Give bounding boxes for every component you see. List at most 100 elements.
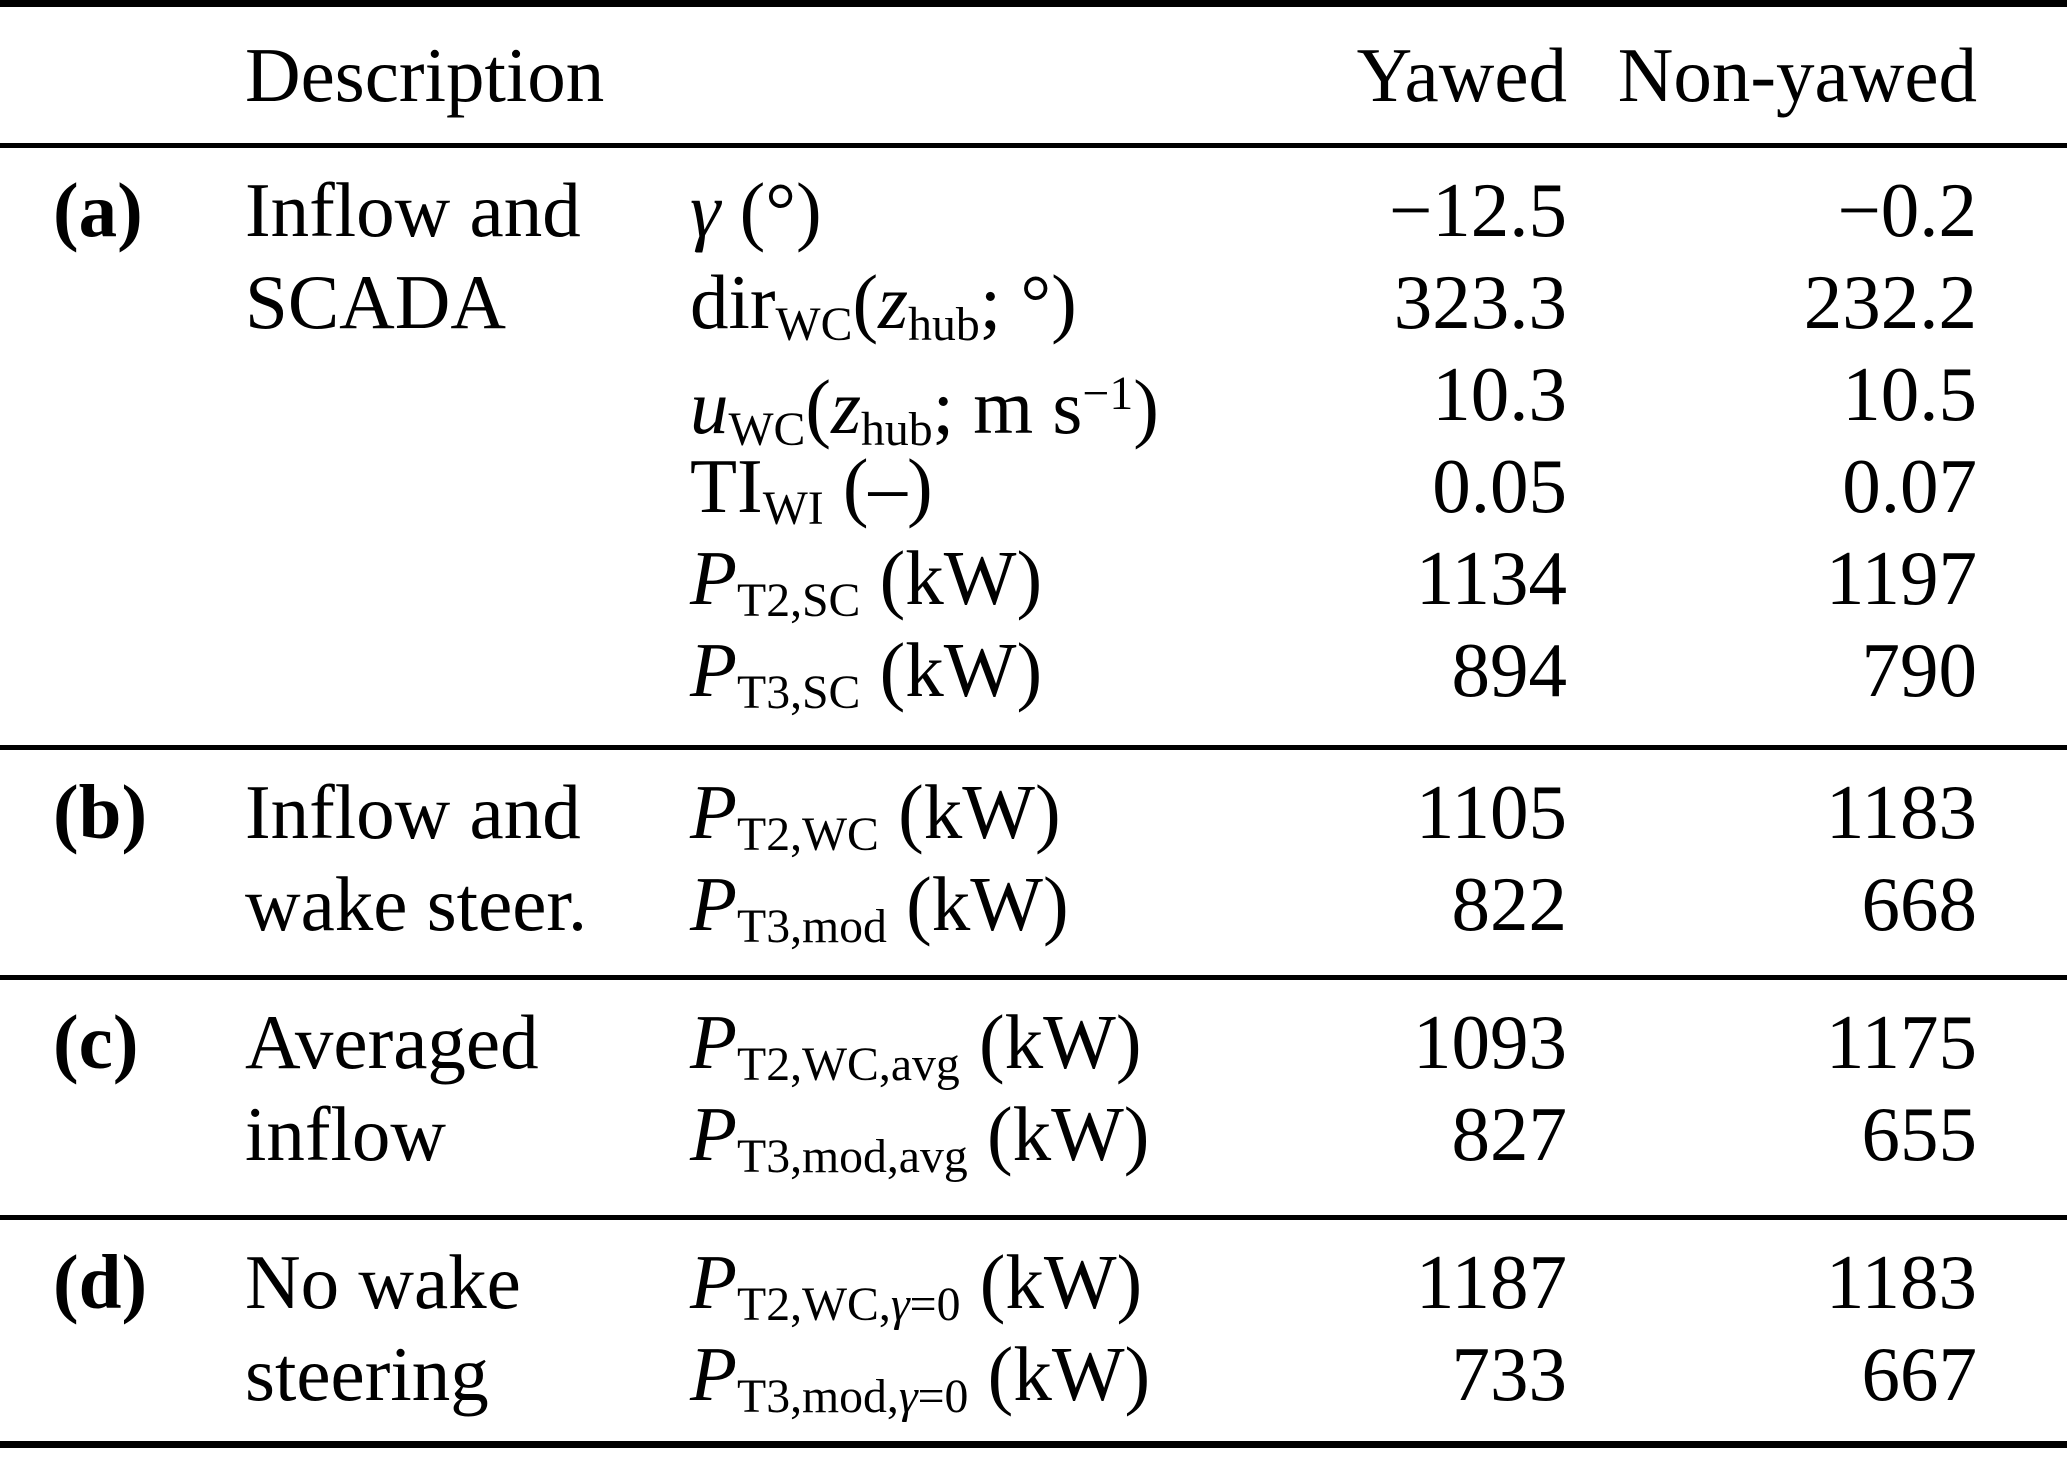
quantity-label: PT3,mod,avg (kW) [690, 1088, 1347, 1183]
non-yawed-value: 1183 [1825, 769, 1977, 855]
math-segment: T3,SC [737, 665, 861, 719]
non-yawed-value: 668 [1861, 861, 1978, 947]
math-segment: =0 [917, 1369, 969, 1423]
yawed-value: 894 [1451, 627, 1568, 713]
yawed-value: 822 [1451, 861, 1568, 947]
quantity-label: PT2,WC (kW) [690, 766, 1347, 861]
math-segment: (–) [823, 443, 933, 529]
quantity-label: PT3,mod (kW) [690, 858, 1347, 953]
non-yawed-value: −0.2 [1837, 167, 1977, 253]
table-row: PT3,mod (kW) 822 668 [690, 858, 2067, 953]
section-rows: PT2,WC,avg (kW) 1093 1175 PT3,mod,avg (k… [690, 996, 2067, 1183]
non-yawed-value: 1197 [1825, 535, 1977, 621]
math-segment: γ [890, 1277, 910, 1331]
non-yawed-value: 232.2 [1803, 259, 1977, 345]
section-label: (c) [53, 999, 139, 1085]
math-segment: P [690, 861, 738, 947]
table-row: γ (°) −12.5 −0.2 [690, 164, 2067, 256]
section-description: Averaged inflow [245, 996, 539, 1180]
section-description-line: inflow [245, 1091, 447, 1177]
math-segment: ( [852, 259, 879, 345]
math-segment: (kW) [886, 861, 1069, 947]
non-yawed-value: 667 [1861, 1331, 1978, 1417]
math-segment: hub [908, 297, 980, 351]
math-segment: T2,WC, [737, 1277, 891, 1331]
section-d: (d) No wake steering PT2,WC,γ=0 (kW) 118… [0, 1220, 2067, 1448]
table-row: PT3,SC (kW) 894 790 [690, 624, 2067, 719]
yawed-value: 323.3 [1393, 259, 1567, 345]
quantity-label: PT2,WC,γ=0 (kW) [690, 1236, 1347, 1331]
math-segment: T2,WC,avg [737, 1037, 960, 1091]
math-segment: (kW) [860, 627, 1043, 713]
math-segment: (kW) [959, 999, 1142, 1085]
yawed-value: 10.3 [1432, 351, 1567, 437]
math-segment: γ [898, 1369, 918, 1423]
math-segment: ( [805, 363, 832, 450]
yawed-value: 827 [1451, 1091, 1568, 1177]
section-c: (c) Averaged inflow PT2,WC,avg (kW) 1093… [0, 980, 2067, 1220]
quantity-label: dirWC(zhub; °) [690, 256, 1347, 351]
quantity-label: TIWI (–) [690, 440, 1347, 535]
math-segment: u [690, 363, 729, 450]
math-segment: (kW) [860, 535, 1043, 621]
math-segment: (°) [720, 167, 822, 253]
math-segment: z [878, 259, 909, 345]
math-segment: ; °) [979, 259, 1077, 345]
non-yawed-value: 1183 [1825, 1239, 1977, 1325]
math-segment: WC [775, 297, 853, 351]
section-label: (a) [53, 167, 143, 253]
section-a: (a) Inflow and SCADA γ (°) −12.5 −0.2 di… [0, 148, 2067, 750]
math-segment: T2,SC [737, 573, 861, 627]
math-segment: WC [728, 402, 806, 456]
math-segment: T3,mod [737, 899, 887, 953]
non-yawed-value: 655 [1861, 1091, 1978, 1177]
math-segment: TI [690, 443, 763, 529]
table-row: dirWC(zhub; °) 323.3 232.2 [690, 256, 2067, 351]
quantity-label: PT2,SC (kW) [690, 532, 1347, 627]
non-yawed-value: 1175 [1825, 999, 1977, 1085]
quantity-label: uWC(zhub; m s−1) [690, 348, 1347, 456]
math-segment: T2,WC [737, 807, 879, 861]
yawed-value: 1105 [1415, 769, 1567, 855]
column-header-non-yawed: Non-yawed [1617, 32, 1977, 118]
table-header-row: Description Yawed Non-yawed [0, 0, 2067, 148]
math-segment: (kW) [878, 769, 1061, 855]
table-row: PT2,WC (kW) 1105 1183 [690, 766, 2067, 861]
yawed-value: 1187 [1415, 1239, 1567, 1325]
section-description-line: No wake [245, 1239, 521, 1325]
yawed-value: −12.5 [1388, 167, 1567, 253]
section-label: (d) [53, 1239, 148, 1325]
section-rows: PT2,WC,γ=0 (kW) 1187 1183 PT3,mod,γ=0 (k… [690, 1236, 2067, 1423]
quantity-label: PT3,SC (kW) [690, 624, 1347, 719]
column-header-description: Description [245, 32, 605, 118]
table-row: PT2,SC (kW) 1134 1197 [690, 532, 2067, 627]
table-row: uWC(zhub; m s−1) 10.3 10.5 [690, 348, 2067, 456]
math-segment: −1 [1082, 367, 1134, 420]
math-segment: T3,mod, [737, 1369, 899, 1423]
table-row: PT2,WC,avg (kW) 1093 1175 [690, 996, 2067, 1091]
math-segment: ) [1133, 363, 1159, 450]
section-label: (b) [53, 769, 148, 855]
math-segment: P [690, 999, 738, 1085]
column-header-yawed: Yawed [1356, 32, 1567, 118]
non-yawed-value: 10.5 [1842, 351, 1977, 437]
math-segment: ; m s [932, 363, 1083, 450]
yawed-value: 1134 [1415, 535, 1567, 621]
math-segment: T3,mod,avg [737, 1129, 968, 1183]
section-description-line: Averaged [245, 999, 539, 1085]
quantity-label: γ (°) [690, 164, 1347, 256]
math-segment: hub [861, 402, 933, 456]
section-description-line: Inflow and [245, 167, 581, 253]
math-segment: γ [690, 167, 721, 253]
math-segment: P [690, 1331, 738, 1417]
section-description-line: wake steer. [245, 861, 588, 947]
section-description: No wake steering [245, 1236, 521, 1420]
section-description-line: Inflow and [245, 769, 581, 855]
non-yawed-value: 0.07 [1842, 443, 1977, 529]
section-description: Inflow and wake steer. [245, 766, 587, 950]
section-rows: γ (°) −12.5 −0.2 dirWC(zhub; °) 323.3 23… [690, 164, 2067, 719]
table-row: PT3,mod,γ=0 (kW) 733 667 [690, 1328, 2067, 1423]
table-row: TIWI (–) 0.05 0.07 [690, 440, 2067, 535]
section-rows: PT2,WC (kW) 1105 1183 PT3,mod (kW) 822 6… [690, 766, 2067, 953]
